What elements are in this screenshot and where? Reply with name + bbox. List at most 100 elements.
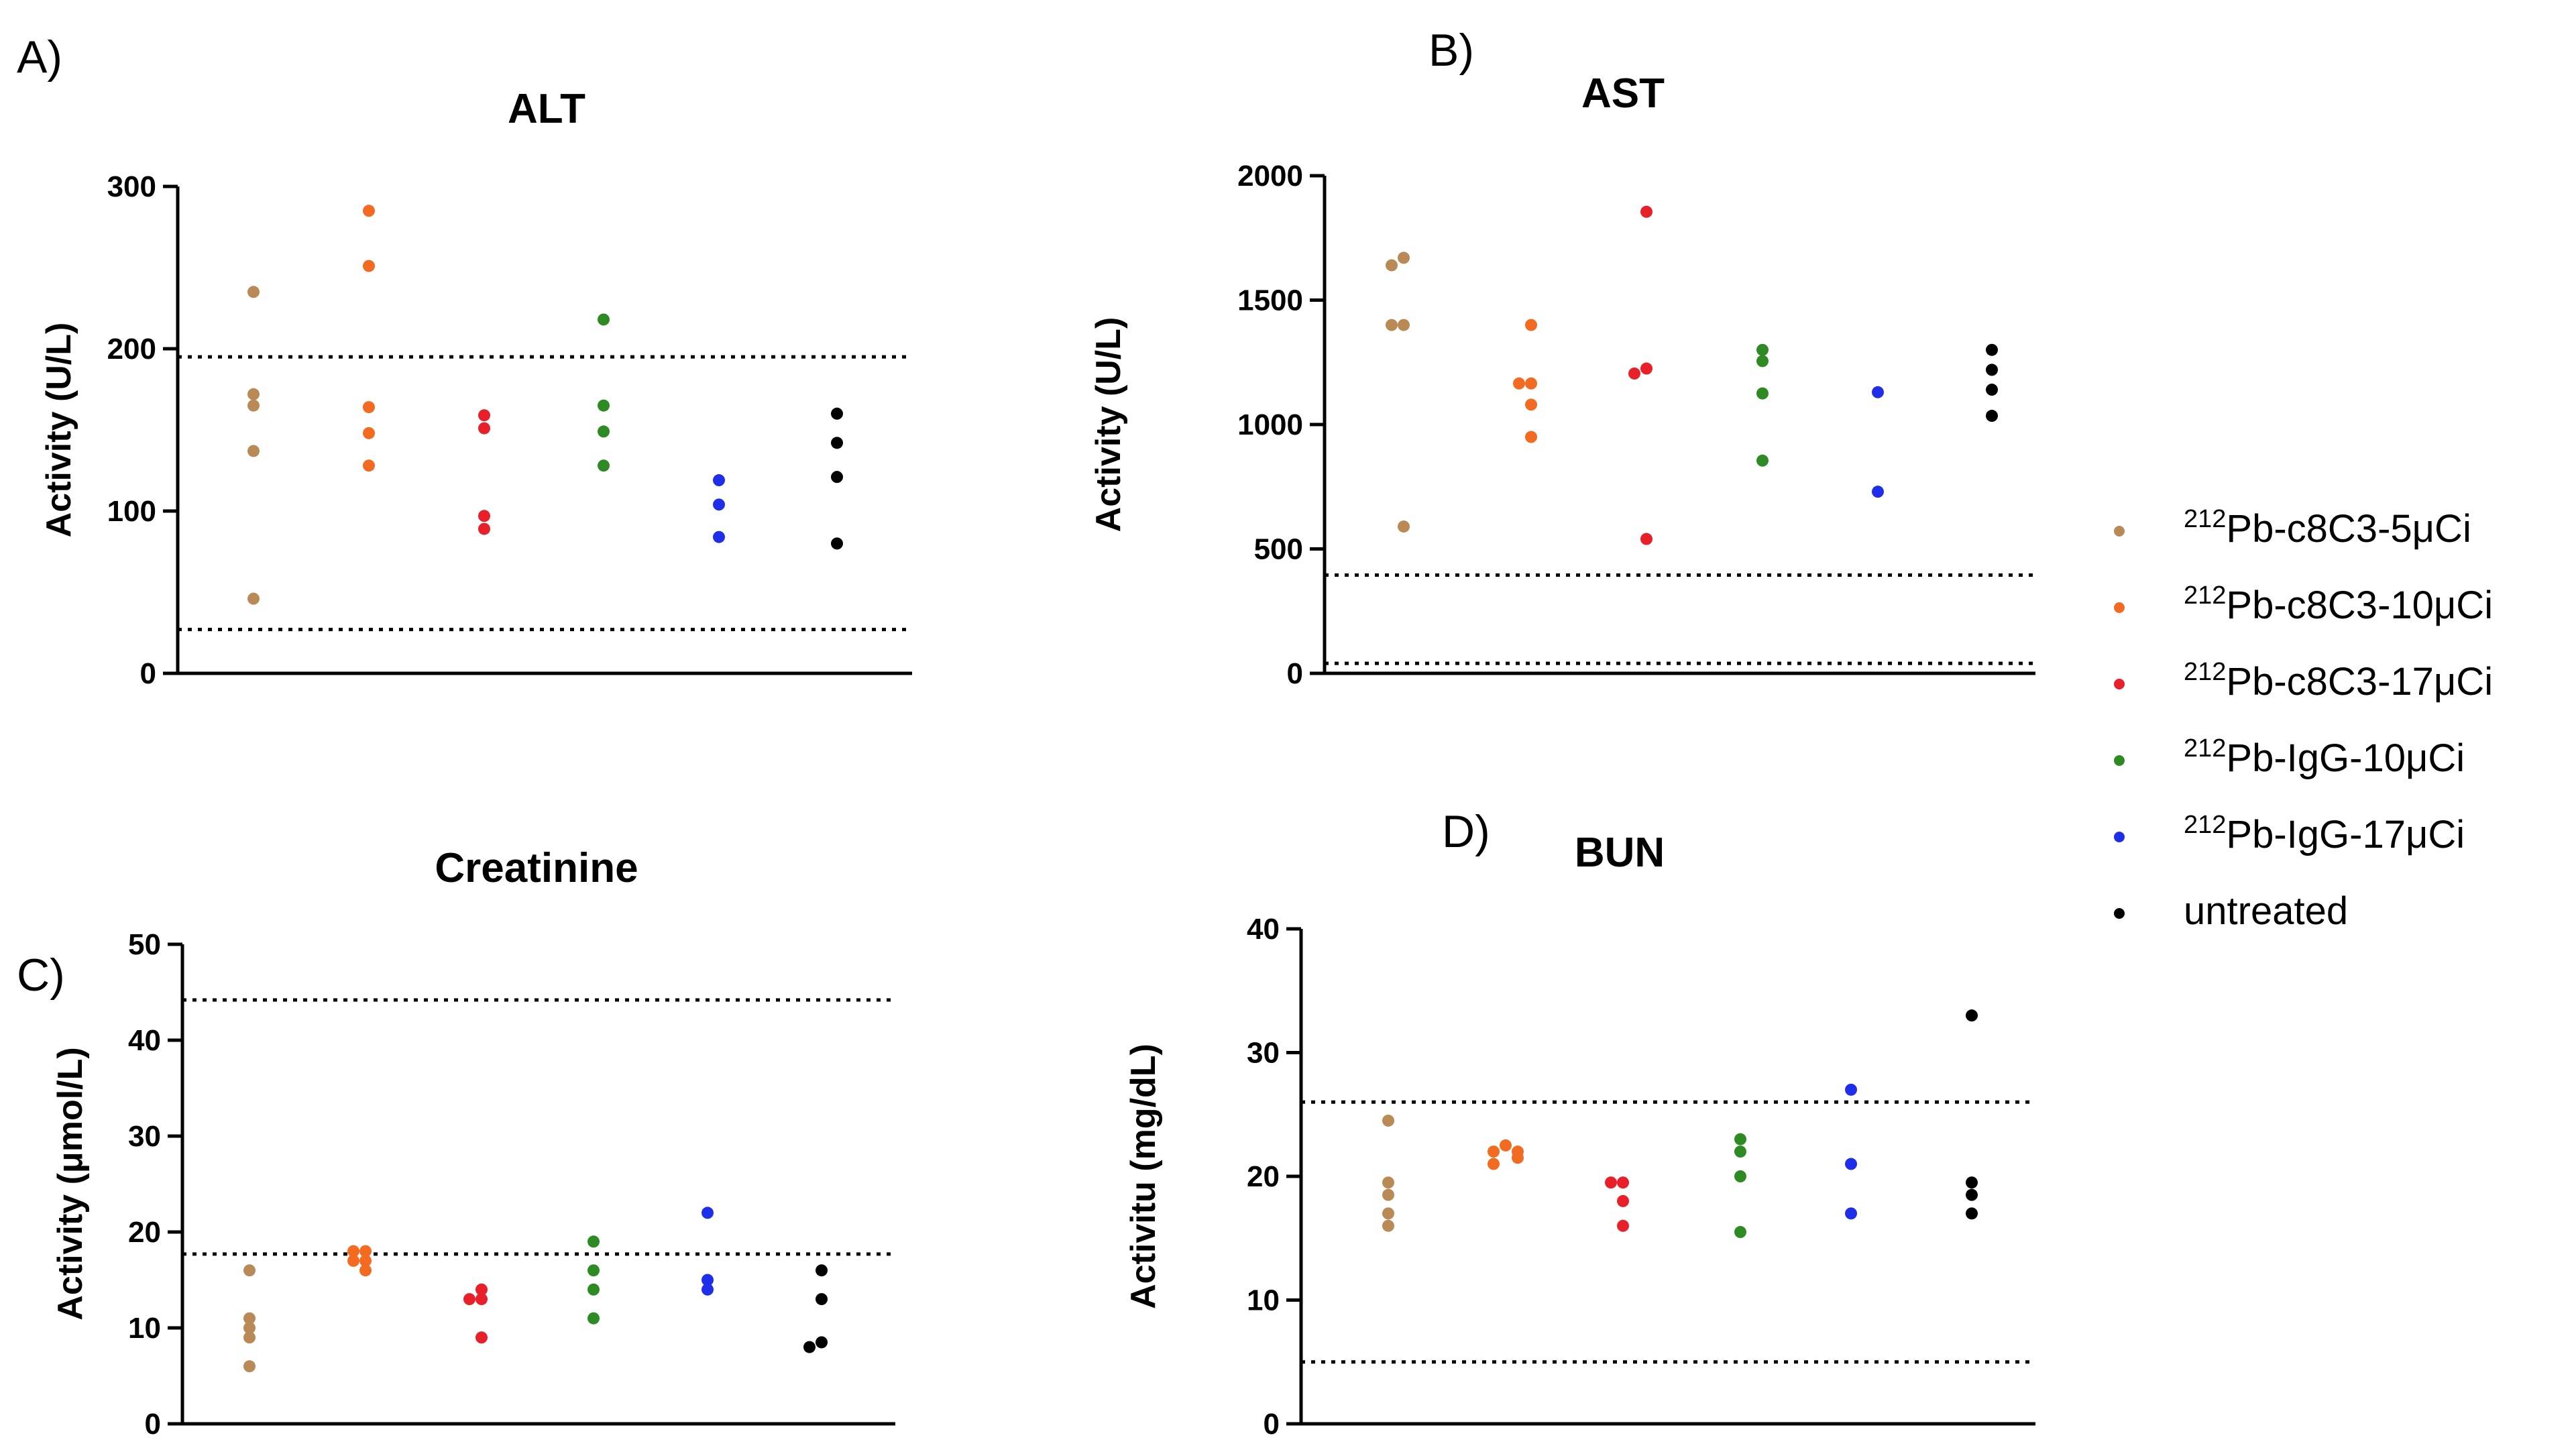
legend-item-c8c3_10: 212Pb-c8C3-10μCi [2114,581,2493,627]
data-point [475,1331,488,1344]
data-point [243,1312,256,1325]
legend-text: Pb-IgG-10μCi [2226,736,2465,780]
data-point [1386,319,1398,331]
data-point [1525,398,1537,411]
y-tick-label: 0 [140,657,156,690]
legend-item-c8c3_17: 212Pb-c8C3-17μCi [2114,658,2493,704]
panel-creatinine: C) Creatinine Activity (μmol/L) 0 10 20 30 40 50 [17,845,895,1441]
legend-isotope: 212 [2184,658,2226,686]
data-point [359,1264,372,1277]
data-point [598,459,610,472]
data-point [1845,1158,1857,1170]
legend-text: Pb-IgG-17μCi [2226,813,2465,856]
data-point [1986,384,1998,396]
panel-label: D) [1442,806,1490,857]
y-tick-label: 40 [128,1024,161,1057]
data-point [1734,1133,1746,1145]
data-point [831,471,843,484]
legend-label: 212Pb-c8C3-10μCi [2184,581,2493,627]
data-point [475,1293,488,1306]
data-point [247,445,260,457]
data-point [1605,1176,1617,1189]
data-point [1512,1152,1524,1164]
legend-label: 212Pb-c8C3-5μCi [2184,505,2471,551]
y-tick-label: 0 [1287,657,1303,690]
legend-label: 212Pb-IgG-17μCi [2184,811,2465,856]
data-point [478,510,490,522]
data-point [1966,1207,1978,1220]
data-point [1398,520,1410,533]
series-c8c3_17 [478,409,490,535]
y-tick-label: 500 [1254,533,1303,566]
data-point [1872,386,1884,398]
data-point [363,260,375,272]
panel-ast: B) AST Activity (U/L) 0 500 1000 1500 2000 [1089,25,2035,690]
legend-isotope: 212 [2184,505,2226,533]
y-tick-label: 1000 [1237,408,1303,441]
data-point [587,1312,600,1325]
legend-item-c8c3_5: 212Pb-c8C3-5μCi [2114,505,2471,551]
panel-alt: A) ALT Activity (U/L) 0 100 200 300 [17,32,912,690]
y-tick-label: 100 [107,495,156,528]
data-point [1628,367,1640,380]
data-point [1513,377,1525,390]
y-tick-label: 40 [1247,913,1280,946]
series-c8c3_10 [1513,319,1537,443]
legend-label: untreated [2184,889,2348,933]
panel-label: A) [17,32,62,82]
data-point [347,1254,359,1267]
data-point [587,1283,600,1296]
y-axis-label: Activity (U/L) [40,323,78,538]
data-point [702,1207,714,1219]
y-tick-label: 10 [128,1312,161,1345]
series-c8c3_10 [1488,1139,1524,1170]
y-axis-label: Activity (μmol/L) [51,1047,90,1320]
series-untreated [1966,1009,1978,1220]
data-point [243,1331,256,1344]
y-tick-label: 1500 [1237,284,1303,317]
data-point [1525,377,1537,390]
data-point [713,474,725,487]
data-point [598,425,610,438]
y-tick-label: 50 [128,928,161,961]
legend-isotope: 212 [2184,811,2226,839]
series-igg_10 [587,1235,600,1325]
data-point [816,1293,828,1306]
chart-title: ALT [508,86,585,132]
series-igg_17 [1845,1083,1857,1220]
data-point [1756,454,1769,467]
data-point [587,1235,600,1248]
data-point [1986,343,1998,356]
data-point [1986,363,1998,376]
data-point [1525,319,1537,331]
data-point [1734,1145,1746,1158]
series-c8c3_10 [347,1245,372,1277]
series-untreated [1986,343,1998,423]
series-untreated [803,1264,828,1353]
data-point [831,407,843,420]
legend-marker [2114,679,2125,689]
data-point [1398,251,1410,264]
data-point [1640,205,1653,218]
chart-title: BUN [1575,830,1665,876]
data-point [1845,1207,1857,1220]
data-point [1488,1145,1500,1158]
series-c8c3_5 [1386,251,1410,533]
data-point [1845,1083,1857,1096]
series-c8c3_5 [1382,1114,1394,1232]
data-point [816,1336,828,1349]
data-point [1966,1176,1978,1189]
series-c8c3_5 [247,286,260,605]
panel-bun: D) BUN Activitu (mg/dL) 0 10 20 30 40 [1124,806,2035,1441]
y-tick-label: 30 [128,1120,161,1153]
legend-label: 212Pb-c8C3-17μCi [2184,658,2493,704]
y-tick-label: 0 [1264,1408,1280,1441]
series-c8c3_17 [463,1283,488,1344]
data-point [247,286,260,298]
y-axis-label: Activity (U/L) [1089,317,1128,533]
series-igg_10 [598,313,610,472]
data-point [1500,1139,1512,1152]
data-point [1382,1114,1394,1127]
